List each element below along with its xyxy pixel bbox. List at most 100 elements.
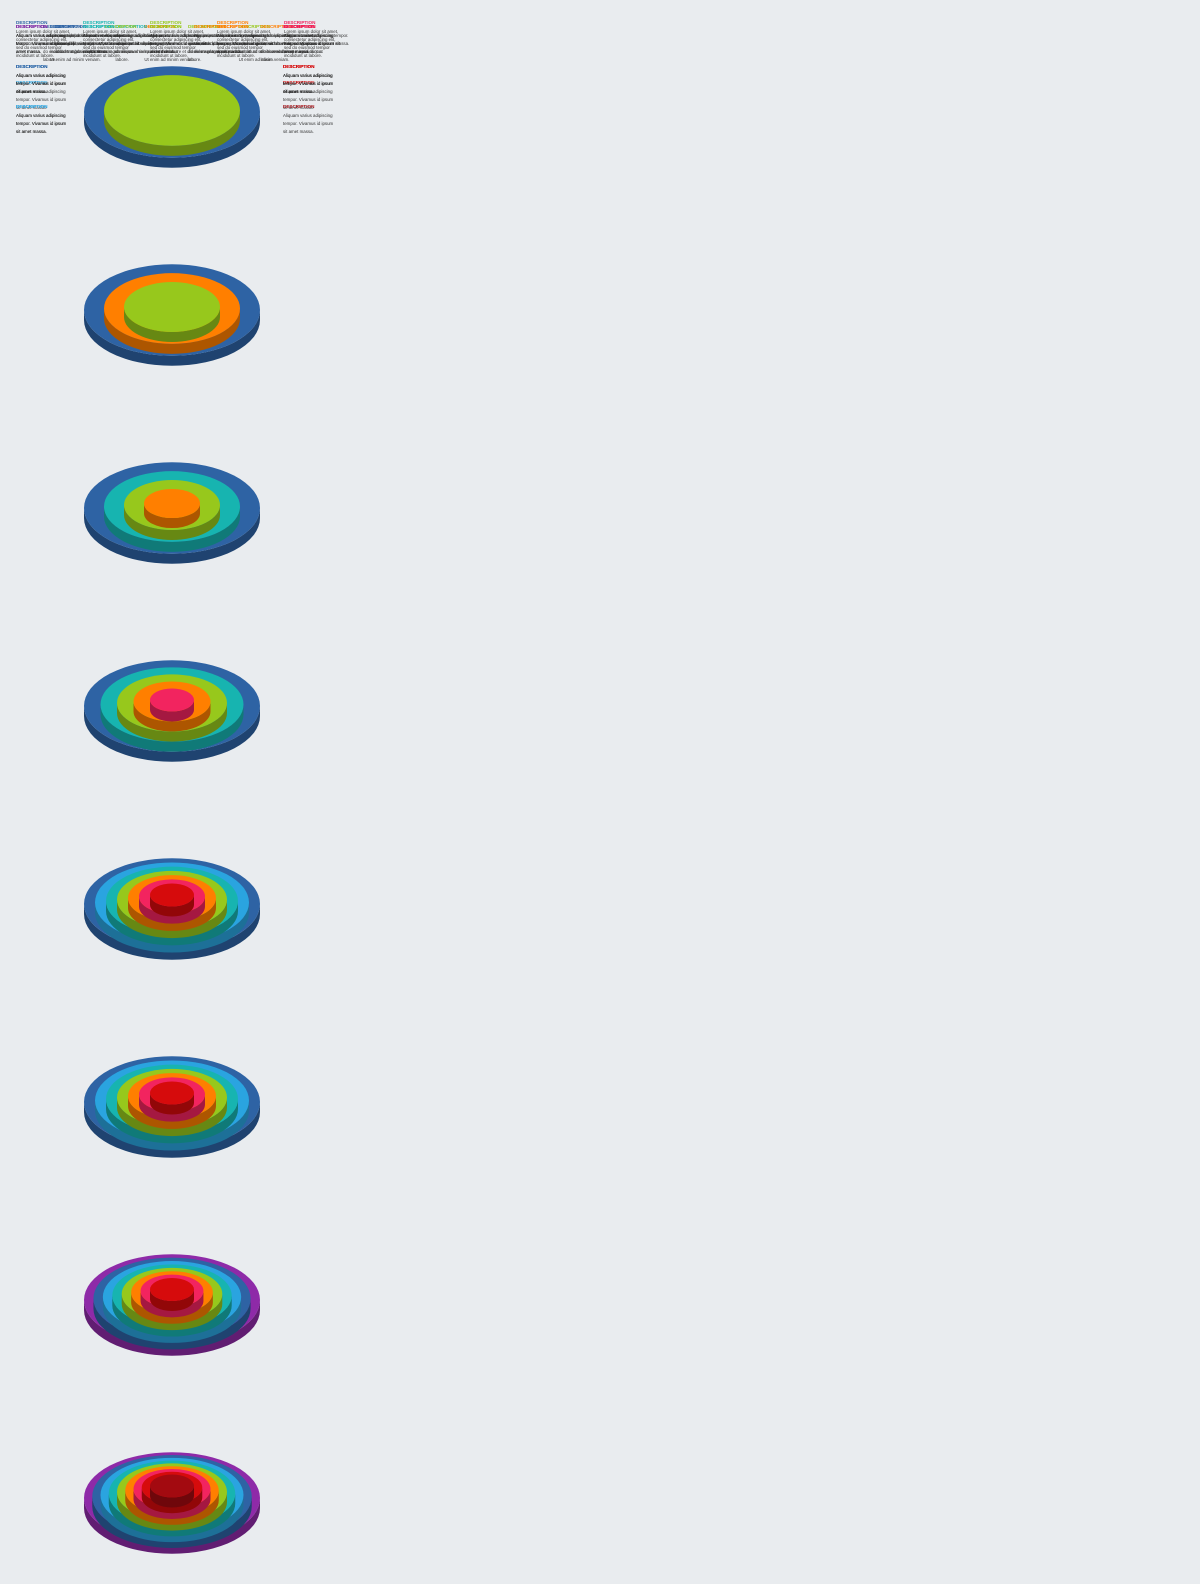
description-label: DESCRIPTION — [16, 24, 48, 29]
ring-stack — [84, 66, 260, 168]
description-label: DESCRIPTION — [217, 24, 249, 29]
description-text: Aliquam varius adipiscing tempor. Vivamu… — [16, 33, 72, 54]
description-text: Aliquam varius adipiscing tempor. Vivamu… — [217, 33, 273, 54]
description: DESCRIPTION Aliquam varius adipiscing tem… — [16, 104, 68, 136]
description: DESCRIPTION Lorem ipsum dolor sit amet, c… — [188, 24, 253, 64]
description-text: Aliquam varius adipiscing tempor. Vivamu… — [283, 89, 334, 110]
description: DESCRIPTION Aliquam varius adipiscing tem… — [83, 24, 142, 56]
slide: DESCRIPTION Lorem ipsum dolor sit amet, c… — [0, 20, 1200, 792]
description: DESCRIPTION Lorem ipsum dolor sit amet, c… — [116, 24, 181, 64]
description-text: Aliquam varius adipiscing tempor. Vivamu… — [217, 33, 273, 54]
description-label: DESCRIPTION — [83, 20, 115, 25]
ring-top — [150, 688, 194, 712]
slide: DESCRIPTION Lorem ipsum dolor sit amet, c… — [0, 0, 1200, 198]
description-label: DESCRIPTION — [150, 20, 182, 25]
description-text: Lorem ipsum dolor sit amet, consectetur … — [150, 29, 205, 58]
ring-side — [84, 508, 260, 564]
description-label: DESCRIPTION — [55, 24, 87, 29]
ring-side — [104, 308, 240, 354]
ring-side — [144, 503, 200, 529]
description-label: DESCRIPTION — [83, 24, 115, 29]
description-text: Lorem ipsum dolor sit amet, consectetur … — [144, 33, 229, 62]
description-label: DESCRIPTION — [16, 104, 48, 109]
ring-side — [104, 506, 240, 552]
description-text: Lorem ipsum dolor sit amet, consectetur … — [50, 33, 134, 62]
ring-top — [150, 1081, 194, 1105]
description: DESCRIPTION Lorem ipsum dolor sit amet, c… — [194, 24, 294, 56]
description-text: Aliquam varius adipiscing tempor. Vivamu… — [284, 33, 340, 54]
description-text: Aliquam varius adipiscing tempor. Vivamu… — [283, 73, 334, 94]
description: DESCRIPTION Aliquam varius adipiscing tem… — [284, 24, 343, 56]
slide: DESCRIPTION Aliquam varius adipiscing tem… — [0, 24, 1200, 1584]
description-label: DESCRIPTION — [217, 20, 249, 25]
ring-stack — [84, 858, 260, 960]
description: DESCRIPTION Aliquam varius adipiscing tem… — [217, 24, 276, 56]
description-label: DESCRIPTION — [283, 64, 315, 69]
description-text: Aliquam varius adipiscing tempor. Vivamu… — [194, 33, 261, 46]
description-label: DESCRIPTION — [16, 64, 48, 69]
description: DESCRIPTION Aliquam varius adipiscing tem… — [16, 24, 75, 56]
description-label: DESCRIPTION — [16, 24, 48, 29]
description-label: DESCRIPTION — [105, 24, 137, 29]
ring-side — [117, 703, 227, 742]
description-label: DESCRIPTION — [283, 24, 315, 29]
description: DESCRIPTION Aliquam varius adipiscing tem… — [283, 80, 335, 112]
ring-top — [124, 282, 220, 332]
description: DESCRIPTION Lorem ipsum dolor sit amet, c… — [50, 24, 136, 64]
description-label: DESCRIPTION — [284, 24, 316, 29]
description-text: Aliquam varius adipiscing tempor. Vivamu… — [283, 73, 334, 94]
description: DESCRIPTION Aliquam varius adipiscing tem… — [105, 24, 186, 48]
description: DESCRIPTION Lorem ipsum dolor sit amet, c… — [284, 20, 343, 60]
description-text: Lorem ipsum dolor sit amet, consectetur … — [115, 33, 178, 62]
description-text: Aliquam varius adipiscing tempor. Vivamu… — [150, 33, 206, 54]
description: DESCRIPTION Aliquam varius adipiscing tem… — [150, 24, 209, 56]
description-text: Lorem ipsum dolor sit amet, consectetur … — [43, 33, 106, 62]
slide: DESCRIPTION Aliquam varius adipiscing tem… — [0, 24, 1200, 1188]
description-text: Aliquam varius adipiscing tempor. Vivamu… — [16, 73, 67, 94]
description-text: Aliquam varius adipiscing tempor. Vivamu… — [16, 113, 67, 134]
description: DESCRIPTION Aliquam varius adipiscing tem… — [283, 64, 335, 96]
description: DESCRIPTION Aliquam varius adipiscing tem… — [16, 104, 68, 136]
description-text: Aliquam varius adipiscing tempor. Vivamu… — [284, 33, 340, 54]
description-label: DESCRIPTION — [150, 24, 182, 29]
description: DESCRIPTION Aliquam varius adipiscing tem… — [217, 24, 276, 56]
ring-stack — [84, 1254, 260, 1356]
description-text: Lorem ipsum dolor sit amet, consectetur … — [217, 29, 272, 58]
ring-top — [150, 1278, 194, 1301]
ring-side — [84, 706, 260, 762]
description-text: Lorem ipsum dolor sit amet, consectetur … — [83, 29, 138, 58]
description: DESCRIPTION Aliquam varius adipiscing tem… — [283, 64, 335, 96]
description-text: Aliquam varius adipiscing tempor. Vivamu… — [283, 33, 350, 46]
description-label: DESCRIPTION — [284, 24, 316, 29]
description-text: Aliquam varius adipiscing tempor. Vivamu… — [16, 33, 72, 54]
description-label: DESCRIPTION — [284, 20, 316, 25]
description-label: DESCRIPTION — [115, 24, 147, 29]
ring-top — [150, 1474, 194, 1498]
description-label: DESCRIPTION — [284, 24, 316, 29]
description-text: Aliquam varius adipiscing tempor. Vivamu… — [283, 73, 334, 94]
description-text: Aliquam varius adipiscing tempor. Vivamu… — [83, 33, 139, 54]
description-label: DESCRIPTION — [16, 64, 48, 69]
slide: DESCRIPTION Aliquam varius adipiscing tem… — [0, 24, 1200, 1386]
description-label: DESCRIPTION — [43, 24, 75, 29]
description: DESCRIPTION Aliquam varius adipiscing tem… — [16, 64, 68, 96]
ring-stack — [84, 264, 260, 366]
ring-side — [124, 505, 220, 540]
description-text: Lorem ipsum dolor sit amet, consectetur … — [238, 33, 323, 62]
description-label: DESCRIPTION — [16, 64, 48, 69]
ring-side — [84, 310, 260, 366]
description-label: DESCRIPTION — [238, 24, 271, 29]
ring-top — [104, 75, 240, 146]
ring-side — [100, 704, 244, 752]
ring-side — [124, 307, 220, 342]
ring-side — [150, 700, 194, 722]
description: DESCRIPTION Lorem ipsum dolor sit amet, c… — [261, 24, 326, 64]
description: DESCRIPTION Aliquam varius adipiscing tem… — [194, 24, 275, 48]
description-text: Aliquam varius adipiscing tempor. Vivamu… — [16, 33, 72, 54]
description-text: Aliquam varius adipiscing tempor. Vivamu… — [16, 73, 67, 94]
description-text: Lorem ipsum dolor sit amet, consectetur … — [55, 33, 154, 54]
description: DESCRIPTION Aliquam varius adipiscing tem… — [283, 24, 364, 48]
description-label: DESCRIPTION — [217, 24, 249, 29]
ring-side — [84, 112, 260, 168]
